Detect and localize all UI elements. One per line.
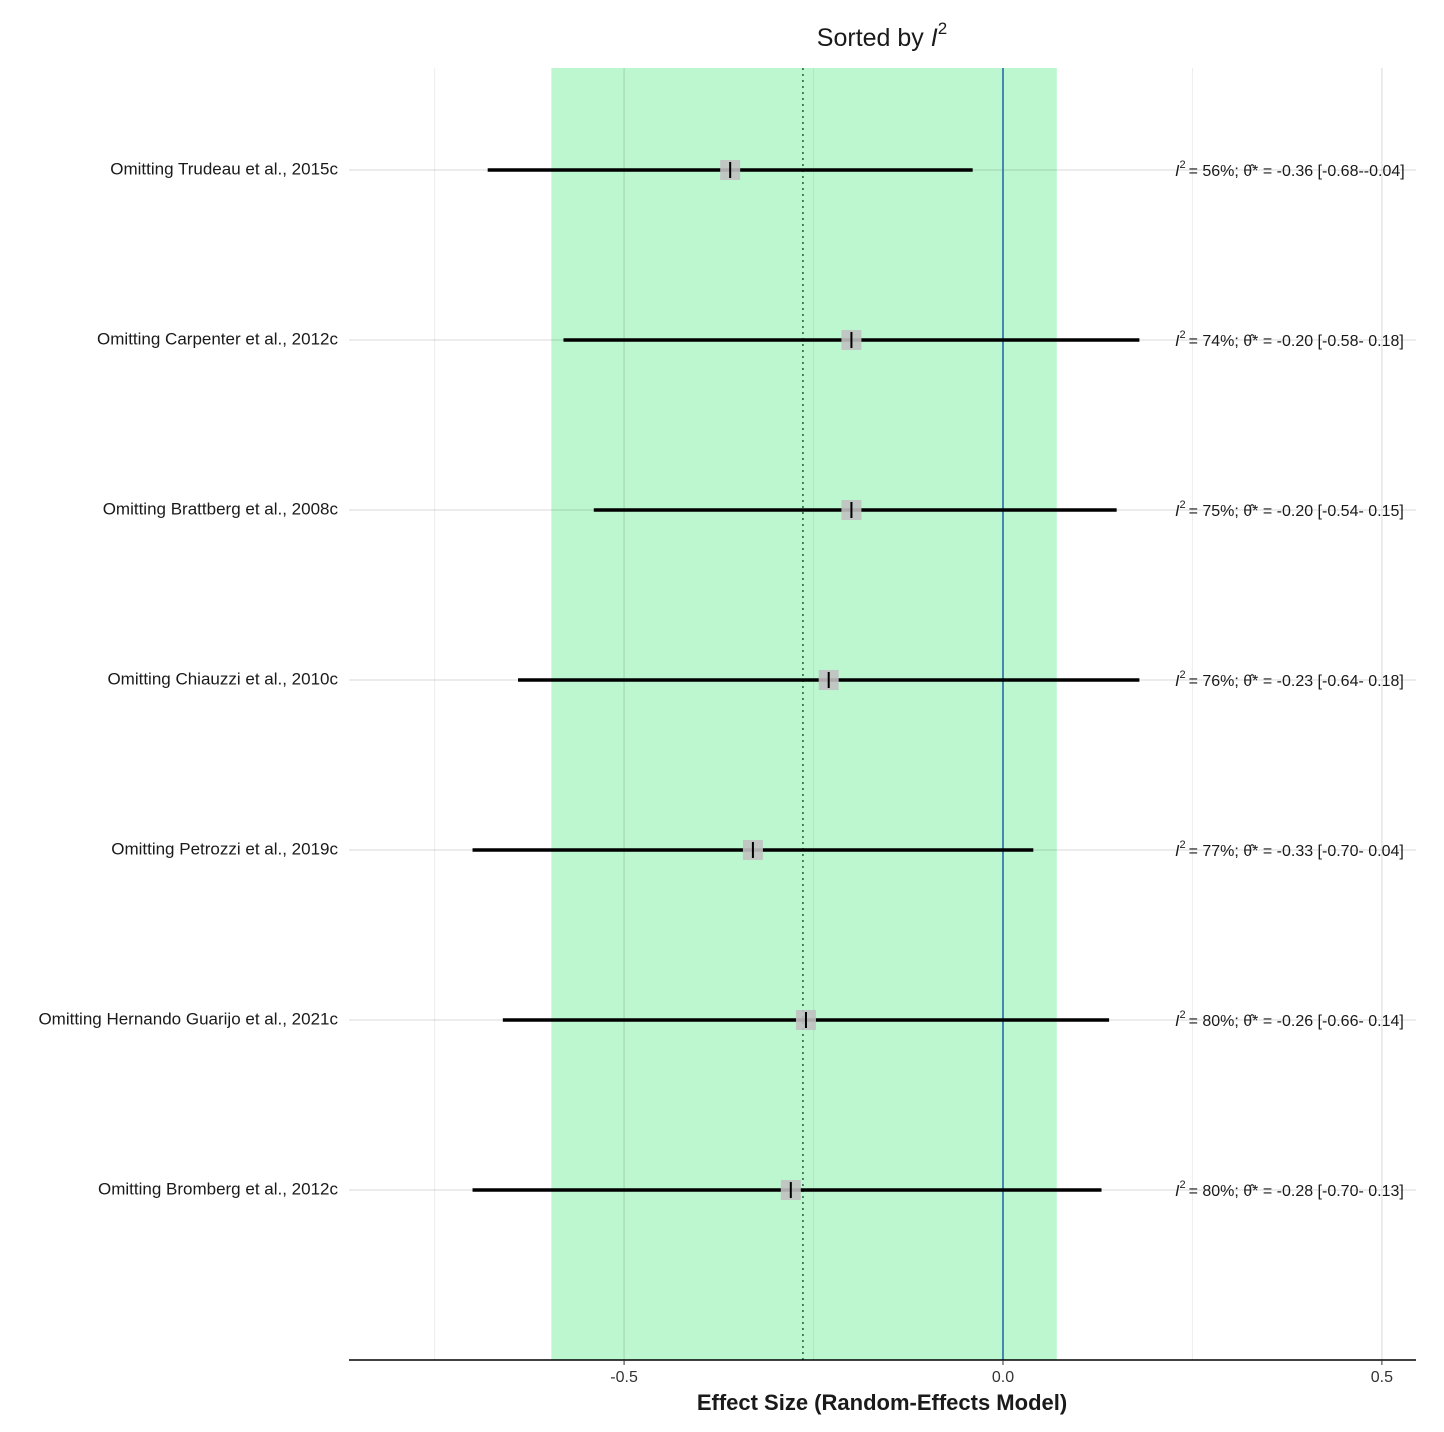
y-tick-label: Omitting Bromberg et al., 2012c (98, 1179, 339, 1198)
x-tick-label: -0.5 (610, 1369, 638, 1386)
y-tick-label: Omitting Petrozzi et al., 2019c (111, 839, 338, 858)
annotation: I2 = 74%; θ̂* = -0.20 [-0.58- 0.18] (1175, 329, 1404, 350)
annotation: I2 = 77%; θ̂* = -0.33 [-0.70- 0.04] (1175, 839, 1404, 860)
chart-title: Sorted by I2 (817, 19, 947, 51)
annotation: I2 = 80%; θ̂* = -0.28 [-0.70- 0.13] (1175, 1179, 1404, 1200)
annotation-text: = 74%; θ̂* = -0.20 [-0.58- 0.18] (1189, 333, 1404, 350)
y-tick-label: Omitting Trudeau et al., 2015c (110, 159, 338, 178)
annotation-symbol: I (1175, 333, 1180, 350)
annotation: I2 = 76%; θ̂* = -0.23 [-0.64- 0.18] (1175, 669, 1404, 690)
annotation-symbol: I (1175, 1183, 1180, 1200)
y-tick-label: Omitting Chiauzzi et al., 2010c (107, 669, 338, 688)
annotation-sup: 2 (1179, 669, 1185, 681)
annotation-sup: 2 (1179, 1179, 1185, 1191)
x-tick-label: 0.5 (1371, 1369, 1393, 1386)
pooled-ci-band (551, 68, 1057, 1360)
y-tick-label: Omitting Brattberg et al., 2008c (103, 499, 339, 518)
y-tick-label: Omitting Hernando Guarijo et al., 2021c (38, 1009, 338, 1028)
annotation: I2 = 80%; θ̂* = -0.26 [-0.66- 0.14] (1175, 1009, 1404, 1030)
annotation-text: = 80%; θ̂* = -0.28 [-0.70- 0.13] (1189, 1183, 1404, 1200)
annotation-text: = 75%; θ̂* = -0.20 [-0.54- 0.15] (1189, 503, 1404, 520)
annotation-symbol: I (1175, 843, 1180, 860)
annotation-symbol: I (1175, 503, 1180, 520)
annotation-text: = 77%; θ̂* = -0.33 [-0.70- 0.04] (1189, 843, 1404, 860)
annotation-sup: 2 (1179, 329, 1185, 341)
annotation-sup: 2 (1179, 1009, 1185, 1021)
annotation-symbol: I (1175, 1013, 1180, 1030)
annotation-text: = 80%; θ̂* = -0.26 [-0.66- 0.14] (1189, 1013, 1404, 1030)
annotation-sup: 2 (1179, 159, 1185, 171)
annotation-symbol: I (1175, 673, 1180, 690)
title-text: Sorted by (817, 24, 925, 52)
title-sup: 2 (938, 19, 947, 38)
annotation-sup: 2 (1179, 839, 1185, 851)
annotation-text: = 56%; θ̂* = -0.36 [-0.68--0.04] (1189, 163, 1405, 180)
annotation: I2 = 56%; θ̂* = -0.36 [-0.68--0.04] (1175, 159, 1405, 180)
x-tick-label: 0.0 (992, 1369, 1014, 1386)
annotation: I2 = 75%; θ̂* = -0.20 [-0.54- 0.15] (1175, 499, 1404, 520)
title-symbol: I (931, 24, 938, 52)
y-tick-label: Omitting Carpenter et al., 2012c (97, 329, 338, 348)
annotation-sup: 2 (1179, 499, 1185, 511)
annotation-symbol: I (1175, 163, 1180, 180)
annotation-text: = 76%; θ̂* = -0.23 [-0.64- 0.18] (1189, 673, 1404, 690)
x-axis-title: Effect Size (Random-Effects Model) (697, 1390, 1067, 1415)
